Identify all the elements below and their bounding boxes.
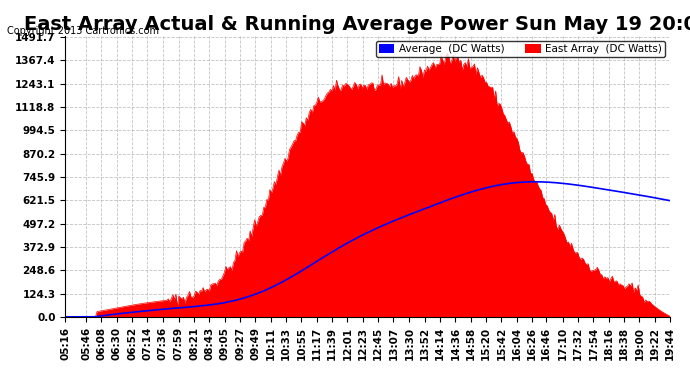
Text: Copyright 2013 Cartronics.com: Copyright 2013 Cartronics.com <box>7 26 159 36</box>
Legend: Average  (DC Watts), East Array  (DC Watts): Average (DC Watts), East Array (DC Watts… <box>375 41 664 57</box>
Title: East Array Actual & Running Average Power Sun May 19 20:05: East Array Actual & Running Average Powe… <box>24 15 690 34</box>
